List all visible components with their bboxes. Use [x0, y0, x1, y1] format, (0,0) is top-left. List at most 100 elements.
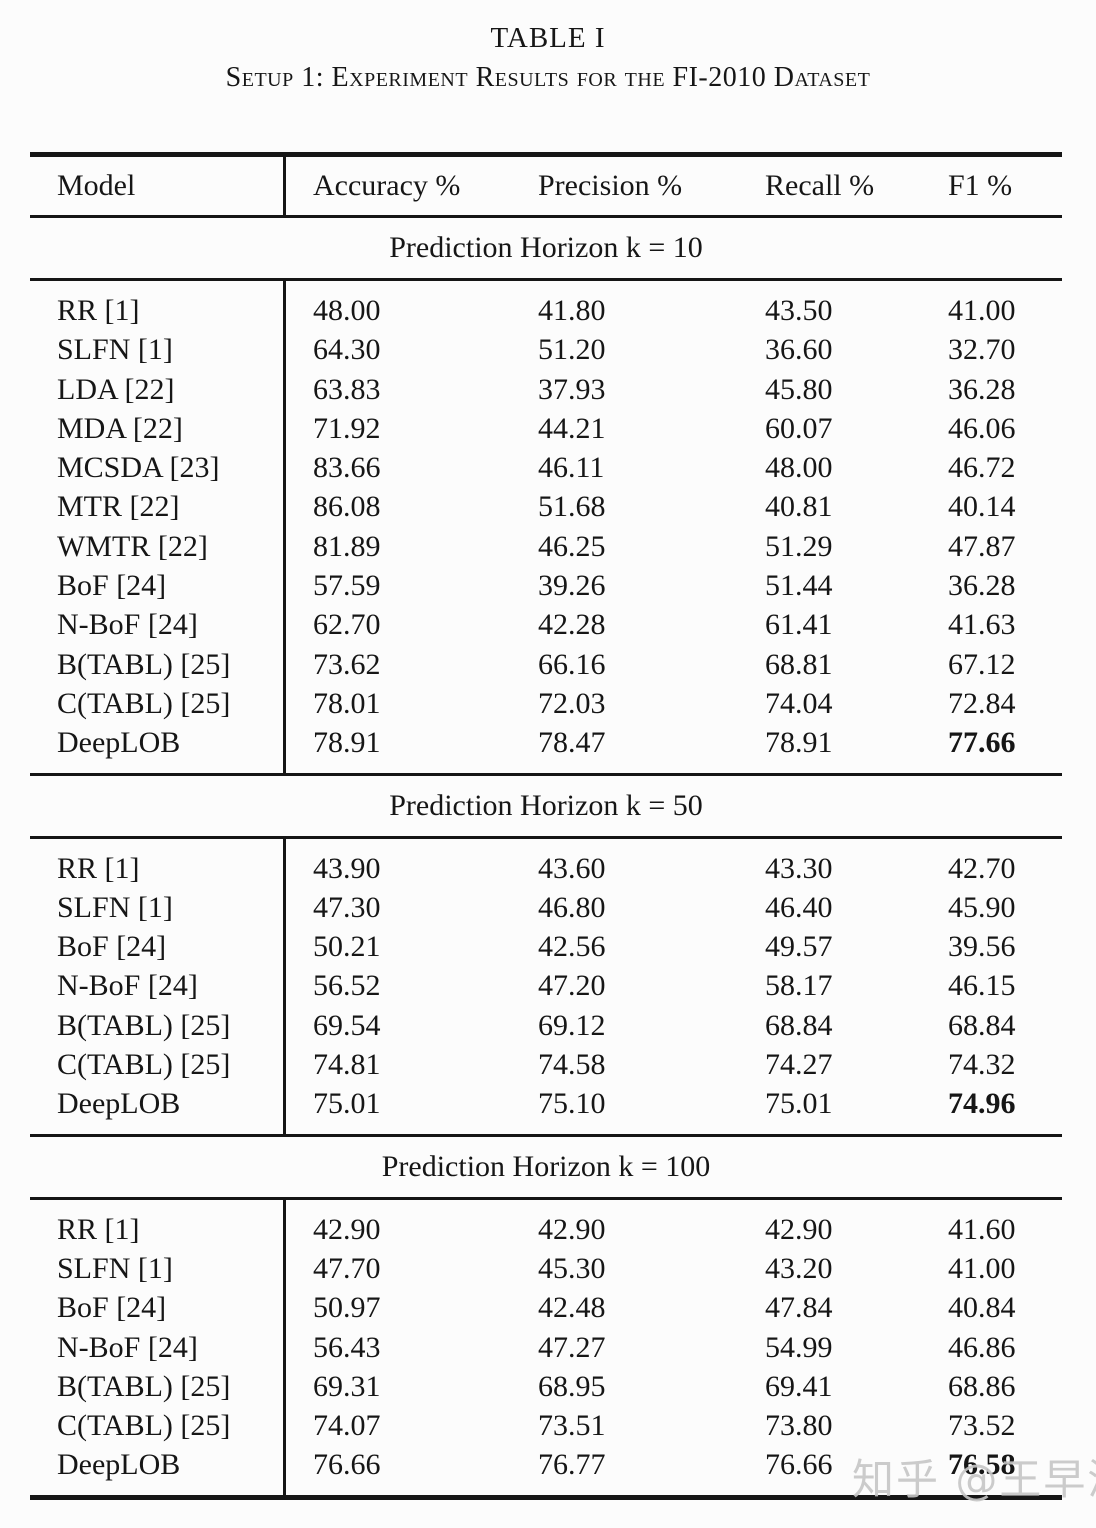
recall-cell: 60.07	[765, 411, 833, 445]
recall-cell: 69.41	[765, 1369, 833, 1403]
accuracy-cell: 50.97	[313, 1291, 381, 1325]
recall-cell: 76.66	[765, 1448, 833, 1482]
accuracy-cell: 69.54	[313, 1008, 381, 1042]
table-row: RR [1] 48.00 41.80 43.50 41.00	[30, 291, 1062, 330]
f1-cell: 46.86	[948, 1330, 1016, 1364]
accuracy-cell: 56.43	[313, 1330, 381, 1364]
precision-cell: 76.77	[538, 1448, 606, 1482]
f1-cell: 72.84	[948, 686, 1016, 720]
accuracy-cell: 63.83	[313, 372, 381, 406]
col-header-model: Model	[57, 169, 136, 202]
table-row: C(TABL) [25] 78.01 72.03 74.04 72.84	[30, 684, 1062, 723]
col-header-recall: Recall %	[765, 169, 875, 202]
precision-cell: 45.30	[538, 1251, 606, 1285]
f1-cell: 40.84	[948, 1291, 1016, 1325]
recall-cell: 74.27	[765, 1048, 833, 1082]
f1-cell: 41.00	[948, 294, 1016, 327]
model-cell: DeepLOB	[57, 1448, 181, 1482]
model-cell: BoF [24]	[57, 930, 167, 964]
column-divider	[283, 281, 286, 773]
f1-cell: 46.15	[948, 969, 1016, 1003]
precision-cell: 42.90	[538, 1212, 606, 1246]
table-row: N-BoF [24] 56.43 47.27 54.99 46.86	[30, 1328, 1062, 1367]
accuracy-cell: 78.01	[313, 686, 381, 720]
accuracy-cell: 71.92	[313, 411, 381, 445]
recall-cell: 51.29	[765, 529, 833, 563]
col-header-accuracy: Accuracy %	[313, 169, 461, 202]
accuracy-cell: 75.01	[313, 1087, 381, 1121]
accuracy-cell: 74.81	[313, 1048, 381, 1082]
f1-cell: 42.70	[948, 851, 1016, 885]
precision-cell: 75.10	[538, 1087, 606, 1121]
column-divider	[283, 838, 286, 1134]
table-caption: Setup 1: Experiment Results for the FI-2…	[225, 62, 871, 93]
results-table: Model Accuracy % Precision % Recall % F1…	[30, 152, 1062, 1500]
precision-cell: 42.28	[538, 608, 606, 642]
precision-cell: 69.12	[538, 1008, 606, 1042]
model-cell: SLFN [1]	[57, 1251, 173, 1285]
model-cell: RR [1]	[57, 1212, 140, 1246]
f1-cell: 67.12	[948, 647, 1016, 681]
table-row: BoF [24] 50.97 42.48 47.84 40.84	[30, 1288, 1062, 1327]
table-row: SLFN [1] 47.70 45.30 43.20 41.00	[30, 1249, 1062, 1288]
table-row: N-BoF [24] 56.52 47.20 58.17 46.15	[30, 966, 1062, 1005]
section-rows-k50: RR [1] 43.90 43.60 43.30 42.70 SLFN [1] …	[30, 838, 1062, 1134]
f1-cell: 74.96	[948, 1087, 1016, 1121]
f1-cell: 36.28	[948, 569, 1016, 603]
table-row: DeepLOB 78.91 78.47 78.91 77.66	[30, 723, 1062, 762]
f1-cell: 73.52	[948, 1409, 1016, 1443]
model-cell: BoF [24]	[57, 1291, 167, 1325]
f1-cell: 36.28	[948, 372, 1016, 406]
section-rows-k100: RR [1] 42.90 42.90 42.90 41.60 SLFN [1] …	[30, 1199, 1062, 1495]
rule-section-k10-top	[30, 278, 1062, 281]
recall-cell: 78.91	[765, 726, 833, 760]
accuracy-cell: 76.66	[313, 1448, 381, 1482]
f1-cell: 40.14	[948, 490, 1016, 524]
column-divider	[283, 157, 286, 215]
rule-section-k100-top	[30, 1196, 1062, 1200]
model-cell: RR [1]	[57, 851, 140, 885]
table-row: B(TABL) [25] 69.31 68.95 69.41 68.86	[30, 1367, 1062, 1406]
f1-cell: 46.06	[948, 411, 1016, 445]
recall-cell: 42.90	[765, 1212, 833, 1246]
recall-cell: 46.40	[765, 890, 833, 924]
table-label: TABLE I	[490, 22, 606, 54]
recall-cell: 51.44	[765, 569, 833, 603]
f1-cell: 74.32	[948, 1048, 1016, 1082]
accuracy-cell: 62.70	[313, 608, 381, 642]
model-cell: B(TABL) [25]	[57, 647, 231, 681]
model-cell: WMTR [22]	[57, 529, 208, 563]
accuracy-cell: 50.21	[313, 930, 381, 964]
accuracy-cell: 86.08	[313, 490, 381, 524]
table-row: MCSDA [23] 83.66 46.11 48.00 46.72	[30, 448, 1062, 487]
recall-cell: 36.60	[765, 333, 833, 367]
rule-section-k50-top	[30, 835, 1062, 839]
f1-cell: 41.00	[948, 1251, 1016, 1285]
table-row: N-BoF [24] 62.70 42.28 61.41 41.63	[30, 605, 1062, 644]
model-cell: MCSDA [23]	[57, 451, 220, 485]
precision-cell: 51.68	[538, 490, 606, 524]
rule-section-k10-bottom	[30, 772, 1062, 776]
table-row: DeepLOB 76.66 76.77 76.66 76.58	[30, 1445, 1062, 1484]
precision-cell: 73.51	[538, 1409, 606, 1443]
table-row: LDA [22] 63.83 37.93 45.80 36.28	[30, 370, 1062, 409]
table-row: RR [1] 43.90 43.60 43.30 42.70	[30, 849, 1062, 888]
model-cell: BoF [24]	[57, 569, 167, 603]
model-cell: C(TABL) [25]	[57, 1409, 231, 1443]
model-cell: RR [1]	[57, 294, 140, 327]
recall-cell: 74.04	[765, 686, 833, 720]
table-row: MDA [22] 71.92 44.21 60.07 46.06	[30, 409, 1062, 448]
f1-cell: 41.60	[948, 1212, 1016, 1246]
section-header-k50: Prediction Horizon k = 50	[389, 788, 703, 822]
table-row: C(TABL) [25] 74.81 74.58 74.27 74.32	[30, 1045, 1062, 1084]
table-row: SLFN [1] 64.30 51.20 36.60 32.70	[30, 330, 1062, 369]
rule-section-k50-bottom	[30, 1133, 1062, 1137]
recall-cell: 68.81	[765, 647, 833, 681]
accuracy-cell: 74.07	[313, 1409, 381, 1443]
model-cell: SLFN [1]	[57, 890, 173, 924]
col-header-f1: F1 %	[948, 169, 1013, 202]
recall-cell: 43.20	[765, 1251, 833, 1285]
col-header-precision: Precision %	[538, 169, 683, 202]
section-header-k100: Prediction Horizon k = 100	[381, 1149, 711, 1183]
accuracy-cell: 64.30	[313, 333, 381, 367]
